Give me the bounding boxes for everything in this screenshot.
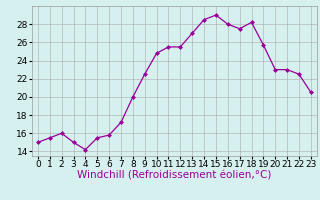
X-axis label: Windchill (Refroidissement éolien,°C): Windchill (Refroidissement éolien,°C) [77, 171, 272, 181]
